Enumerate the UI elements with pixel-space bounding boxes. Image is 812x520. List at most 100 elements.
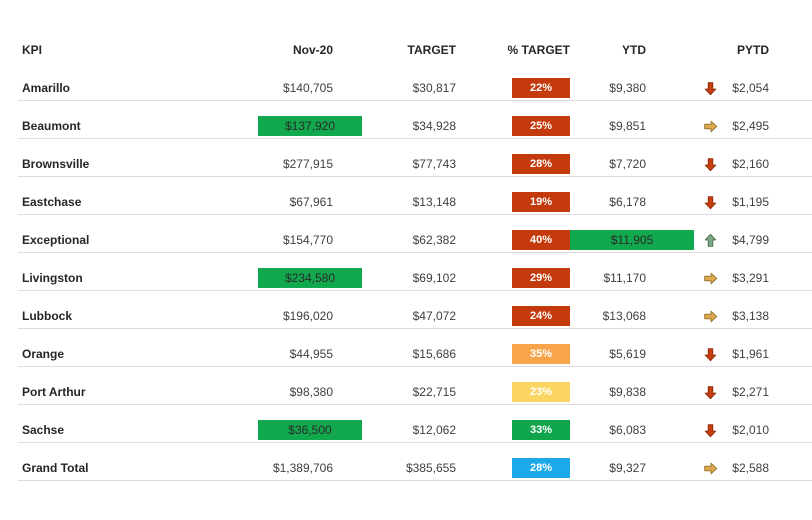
ytd-cell[interactable]: $9,327	[609, 461, 646, 475]
up-arrow-icon	[703, 233, 718, 248]
nov20-cell[interactable]: $98,380	[289, 385, 333, 399]
pct-target-cell[interactable]: 33%	[458, 418, 570, 442]
kpi-cell[interactable]: Beaumont	[22, 119, 81, 133]
pct-target-badge: 24%	[512, 306, 570, 326]
pytd-cell[interactable]: $2,495	[732, 119, 769, 133]
kpi-cell[interactable]: Sachse	[22, 423, 65, 437]
ytd-cell[interactable]: $11,170	[603, 271, 647, 285]
nov20-cell[interactable]: $196,020	[282, 309, 333, 323]
target-cell[interactable]: $15,686	[412, 347, 456, 361]
column-header-nov20: Nov-20	[292, 43, 333, 57]
nov20-cell[interactable]: $36,500	[258, 418, 362, 442]
pct-target-cell[interactable]: 23%	[458, 380, 570, 404]
nov20-cell[interactable]: $137,920	[258, 114, 362, 138]
down-arrow-icon	[703, 195, 718, 210]
target-cell[interactable]: $47,072	[412, 309, 456, 323]
nov20-cell[interactable]: $67,961	[289, 195, 333, 209]
highlighted-value: $137,920	[258, 116, 362, 136]
trend-cell[interactable]	[694, 190, 726, 214]
nov20-cell[interactable]: $140,705	[282, 81, 333, 95]
ytd-cell[interactable]: $9,380	[609, 81, 646, 95]
kpi-cell[interactable]: Lubbock	[22, 309, 72, 323]
right-arrow-icon	[703, 271, 718, 286]
target-cell[interactable]: $22,715	[412, 385, 456, 399]
pct-target-cell[interactable]: 28%	[458, 152, 570, 176]
pytd-cell[interactable]: $3,138	[732, 309, 769, 323]
down-arrow-icon	[703, 347, 718, 362]
pytd-cell[interactable]: $3,291	[732, 271, 769, 285]
nov20-cell[interactable]: $154,770	[282, 233, 333, 247]
pct-target-badge: 23%	[512, 382, 570, 402]
column-header-ytd: YTD	[622, 43, 646, 57]
trend-cell[interactable]	[694, 114, 726, 138]
right-arrow-icon	[703, 309, 718, 324]
pytd-cell[interactable]: $2,054	[732, 81, 769, 95]
ytd-cell[interactable]: $7,720	[609, 157, 646, 171]
pct-target-cell[interactable]: 28%	[458, 456, 570, 480]
kpi-cell[interactable]: Eastchase	[22, 195, 82, 209]
column-header-pct-target: % TARGET	[507, 43, 570, 57]
nov20-cell[interactable]: $1,389,706	[272, 461, 333, 475]
trend-cell[interactable]	[694, 266, 726, 290]
pct-target-cell[interactable]: 24%	[458, 304, 570, 328]
pct-target-cell[interactable]: 29%	[458, 266, 570, 290]
pct-target-cell[interactable]: 40%	[458, 228, 570, 252]
pytd-cell[interactable]: $2,588	[732, 461, 769, 475]
trend-cell[interactable]	[694, 418, 726, 442]
target-cell[interactable]: $34,928	[412, 119, 456, 133]
row-filler	[774, 76, 812, 100]
target-cell[interactable]: $77,743	[412, 157, 456, 171]
table-row: Amarillo $140,705 $30,817 22% $9,380 $2,054	[18, 76, 812, 101]
ytd-cell[interactable]: $11,905	[570, 228, 694, 252]
trend-cell[interactable]	[694, 304, 726, 328]
trend-cell[interactable]	[694, 342, 726, 366]
nov20-cell[interactable]: $44,955	[289, 347, 333, 361]
target-cell[interactable]: $69,102	[412, 271, 456, 285]
nov20-cell[interactable]: $277,915	[282, 157, 333, 171]
pct-target-cell[interactable]: 19%	[458, 190, 570, 214]
table-row: Eastchase $67,961 $13,148 19% $6,178 $1,195	[18, 190, 812, 215]
pct-target-cell[interactable]: 22%	[458, 76, 570, 100]
target-cell[interactable]: $385,655	[405, 461, 456, 475]
trend-cell[interactable]	[694, 228, 726, 252]
ytd-cell[interactable]: $9,838	[609, 385, 646, 399]
pct-target-cell[interactable]: 35%	[458, 342, 570, 366]
ytd-cell[interactable]: $6,178	[609, 195, 646, 209]
kpi-cell[interactable]: Brownsville	[22, 157, 90, 171]
table-header-row: KPI Nov-20 TARGET % TARGET YTD PYTD	[18, 38, 812, 62]
target-cell[interactable]: $62,382	[412, 233, 456, 247]
kpi-cell[interactable]: Orange	[22, 347, 65, 361]
ytd-cell[interactable]: $5,619	[609, 347, 646, 361]
header-filler	[774, 38, 812, 62]
target-cell[interactable]: $13,148	[412, 195, 456, 209]
ytd-cell[interactable]: $9,851	[609, 119, 646, 133]
trend-cell[interactable]	[694, 76, 726, 100]
trend-cell[interactable]	[694, 152, 726, 176]
row-filler	[774, 266, 812, 290]
trend-cell[interactable]	[694, 380, 726, 404]
kpi-cell[interactable]: Livingston	[22, 271, 83, 285]
pct-target-badge: 28%	[512, 458, 570, 478]
pytd-cell[interactable]: $1,195	[732, 195, 769, 209]
pytd-cell[interactable]: $1,961	[732, 347, 769, 361]
pct-target-cell[interactable]: 25%	[458, 114, 570, 138]
kpi-cell[interactable]: Amarillo	[22, 81, 71, 95]
column-header-kpi: KPI	[22, 43, 43, 57]
nov20-cell[interactable]: $234,580	[258, 266, 362, 290]
table-row: Grand Total $1,389,706 $385,655 28% $9,327 $2…	[18, 456, 812, 481]
highlighted-value: $234,580	[258, 268, 362, 288]
pytd-cell[interactable]: $2,010	[732, 423, 769, 437]
ytd-cell[interactable]: $13,068	[602, 309, 646, 323]
kpi-cell[interactable]: Grand Total	[22, 461, 89, 475]
kpi-cell[interactable]: Exceptional	[22, 233, 90, 247]
pytd-cell[interactable]: $4,799	[732, 233, 769, 247]
trend-cell[interactable]	[694, 456, 726, 480]
kpi-cell[interactable]: Port Arthur	[22, 385, 86, 399]
target-cell[interactable]: $30,817	[412, 81, 456, 95]
pytd-cell[interactable]: $2,160	[732, 157, 769, 171]
pytd-cell[interactable]: $2,271	[732, 385, 769, 399]
target-cell[interactable]: $12,062	[412, 423, 456, 437]
ytd-cell[interactable]: $6,083	[609, 423, 646, 437]
down-arrow-icon	[703, 157, 718, 172]
right-arrow-icon	[703, 119, 718, 134]
